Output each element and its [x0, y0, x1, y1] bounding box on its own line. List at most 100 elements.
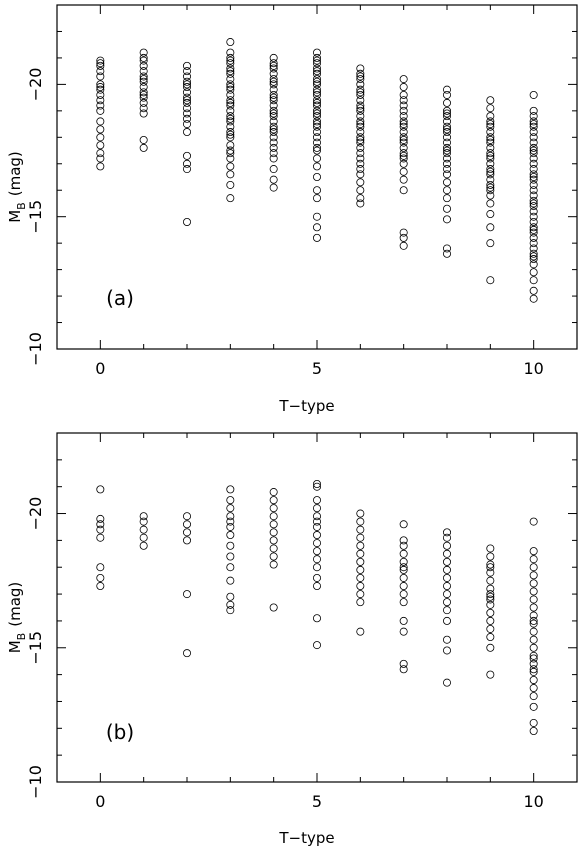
panel-a-data-point	[486, 104, 495, 113]
panel-a-data-point	[486, 186, 495, 195]
panel-a-data-point	[139, 143, 148, 152]
panel-a-data-point	[226, 69, 235, 78]
panel-a-data-point	[182, 98, 191, 107]
panel-a-data-point	[139, 61, 148, 70]
panel-a-data-point	[96, 117, 105, 126]
panel-b-data-point	[442, 635, 451, 644]
panel-a-data-point	[486, 122, 495, 131]
panel-b-data-point	[529, 627, 538, 636]
panel-a-xtick-label: 0	[95, 359, 105, 378]
panel-a-data-point	[269, 93, 278, 102]
panel-a-data-point	[312, 64, 321, 73]
panel-a-data-point	[269, 143, 278, 152]
panel-a-data-point	[399, 135, 408, 144]
panel-a-data-point	[529, 172, 538, 181]
panel-b-data-point	[356, 573, 365, 582]
panel-b-data-point	[269, 603, 278, 612]
panel-b-data-point	[356, 541, 365, 550]
panel-b-data-point	[529, 667, 538, 676]
panel-a-data-point	[529, 233, 538, 242]
panel-a-data-point	[269, 77, 278, 86]
panel-b-data-point	[442, 582, 451, 591]
panel-a-data-point	[356, 112, 365, 121]
panel-a-data-point	[182, 120, 191, 129]
panel-a-data-point	[442, 244, 451, 253]
panel-a-data-point	[486, 154, 495, 163]
panel-a-data-point	[356, 149, 365, 158]
panel-b-data-point	[269, 504, 278, 513]
panel-a-data-point	[226, 114, 235, 123]
panel-a-data-point	[442, 159, 451, 168]
panel-b-data-point	[182, 649, 191, 658]
panel-a-data-point	[486, 191, 495, 200]
panel-a-data-point	[442, 170, 451, 179]
panel-a-data-point	[399, 101, 408, 110]
panel-b-data-point	[96, 485, 105, 494]
panel-a-data-point	[486, 143, 495, 152]
panel-b-data-point	[529, 726, 538, 735]
panel-b-data-point	[312, 522, 321, 531]
panel-b-data-point	[529, 579, 538, 588]
panel-a-data-point	[529, 294, 538, 303]
panel-b-data-point	[442, 606, 451, 615]
panel-b-data-point	[226, 522, 235, 531]
panel-b-data-point	[356, 533, 365, 542]
panel-a-data-point	[312, 85, 321, 94]
panel-a-data-point	[182, 114, 191, 123]
panel-b-data-point	[312, 517, 321, 526]
panel-a-data-point	[312, 59, 321, 68]
panel-b-data-point	[312, 482, 321, 491]
panel-a-data-point	[399, 90, 408, 99]
panel-a-data-point	[486, 223, 495, 232]
panel-a-data-point	[269, 96, 278, 105]
panel-b-data-point	[486, 544, 495, 553]
panel-a-data-point	[269, 69, 278, 78]
panel-a-y-axis-label: MB(mag)	[6, 151, 28, 223]
panel-a-data-point	[529, 159, 538, 168]
panel-a-data-point	[182, 159, 191, 168]
panel-a-data-point	[96, 80, 105, 89]
panel-a-data-point	[356, 80, 365, 89]
panel-a-data-point	[356, 117, 365, 126]
panel-a-data-point	[226, 128, 235, 137]
panel-a-data-point	[312, 143, 321, 152]
panel-a-data-point	[442, 178, 451, 187]
panel-a-data-point	[486, 165, 495, 174]
panel-b-data-point	[312, 641, 321, 650]
panel-a-data-point	[139, 77, 148, 86]
panel-a-data-point	[529, 138, 538, 147]
panel-a-data-point	[529, 196, 538, 205]
panel-b-data-point	[139, 541, 148, 550]
panel-a-data-point	[312, 122, 321, 131]
panel-a-data-point	[529, 252, 538, 261]
panel-a-data-point	[356, 75, 365, 84]
panel-b-data-point	[226, 592, 235, 601]
panel-a-data-point	[399, 151, 408, 160]
panel-b-data-point	[182, 536, 191, 545]
panel-a-data-point	[529, 202, 538, 211]
panel-a-data-point	[96, 106, 105, 115]
panel-b-data-point	[226, 576, 235, 585]
panel-a-data-point	[226, 53, 235, 62]
panel-b-data-point	[226, 517, 235, 526]
panel-a-data-point	[312, 120, 321, 129]
panel-a-data-point	[269, 109, 278, 118]
panel-a-data-point	[269, 133, 278, 142]
panel-a-data-point	[226, 170, 235, 179]
panel-a-data-point	[529, 217, 538, 226]
panel-a-data-point	[312, 53, 321, 62]
panel-b-data-point	[139, 512, 148, 521]
panel-a-ytick-label: −15	[26, 200, 45, 234]
panel-a-data-point	[442, 106, 451, 115]
panel-a-data-point	[182, 72, 191, 81]
panel-a-data-point	[356, 69, 365, 78]
panel-b-data-point	[529, 619, 538, 628]
panel-b-data-point	[96, 533, 105, 542]
panel-a-data-point	[139, 135, 148, 144]
panel-a-data-point	[486, 159, 495, 168]
panel-b-data-point	[96, 573, 105, 582]
panel-b-data-point	[486, 584, 495, 593]
panel-a-data-point	[312, 77, 321, 86]
panel-a-data-point	[139, 72, 148, 81]
